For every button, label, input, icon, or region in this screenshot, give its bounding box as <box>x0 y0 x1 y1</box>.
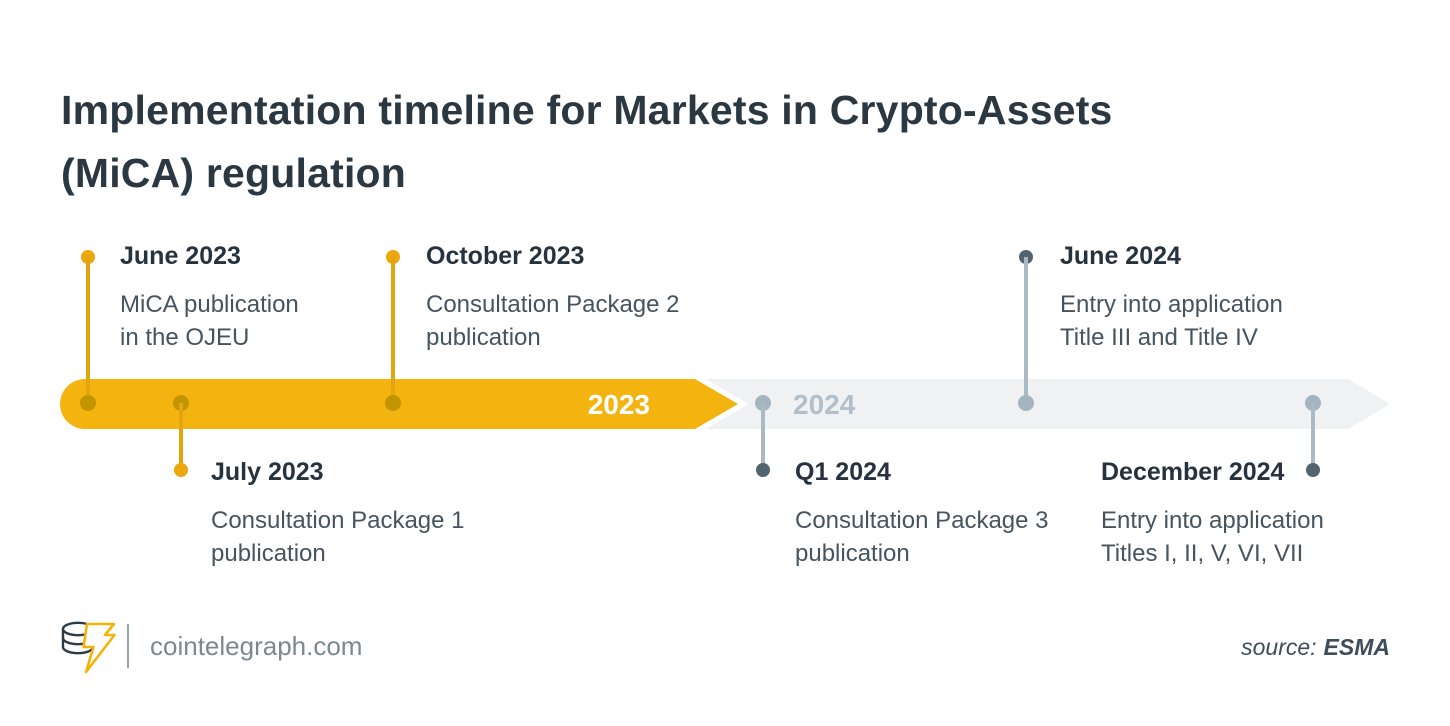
event-bar-dot <box>80 395 96 411</box>
event-description: Consultation Package 1 publication <box>211 507 465 567</box>
event-bar-dot <box>385 395 401 411</box>
year-label-2023: 2023 <box>587 389 650 420</box>
timeline-bar-2023 <box>60 379 695 429</box>
event-description: Consultation Package 3 publication <box>795 507 1049 567</box>
event-connector-line <box>179 403 183 470</box>
event-date: June 2023 <box>120 242 241 270</box>
event-description: Consultation Package 2 publication <box>426 291 680 351</box>
event-connector-line <box>761 403 765 470</box>
event-connector-line <box>86 257 90 403</box>
event-date: December 2024 <box>1101 458 1285 486</box>
year-label-2024: 2024 <box>793 389 856 420</box>
source-label: source: <box>1241 634 1317 660</box>
event-date: July 2023 <box>211 458 324 486</box>
event-date: June 2024 <box>1060 242 1181 270</box>
event-connector-line <box>1311 403 1315 470</box>
event-connector-line <box>1024 257 1028 403</box>
footer-site-url: cointelegraph.com <box>150 631 363 661</box>
event-marker-dot <box>174 463 188 477</box>
footer-source: source: ESMA <box>1241 634 1390 661</box>
source-value: ESMA <box>1323 634 1390 660</box>
event-marker-dot <box>756 463 770 477</box>
timeline-bar-2024 <box>706 379 1390 429</box>
event-description: MiCA publication in the OJEU <box>120 291 299 351</box>
cointelegraph-logo-icon <box>56 618 118 681</box>
event-description: Entry into application Titles I, II, V, … <box>1101 507 1324 567</box>
event-date: Q1 2024 <box>795 458 891 486</box>
event-description: Entry into application Title III and Tit… <box>1060 291 1283 351</box>
page-title: Implementation timeline for Markets in C… <box>61 87 1113 197</box>
event-connector-line <box>391 257 395 403</box>
event-bar-dot <box>1018 395 1034 411</box>
event-marker-dot <box>1306 463 1320 477</box>
footer-divider <box>127 624 129 668</box>
event-date: October 2023 <box>426 242 585 270</box>
